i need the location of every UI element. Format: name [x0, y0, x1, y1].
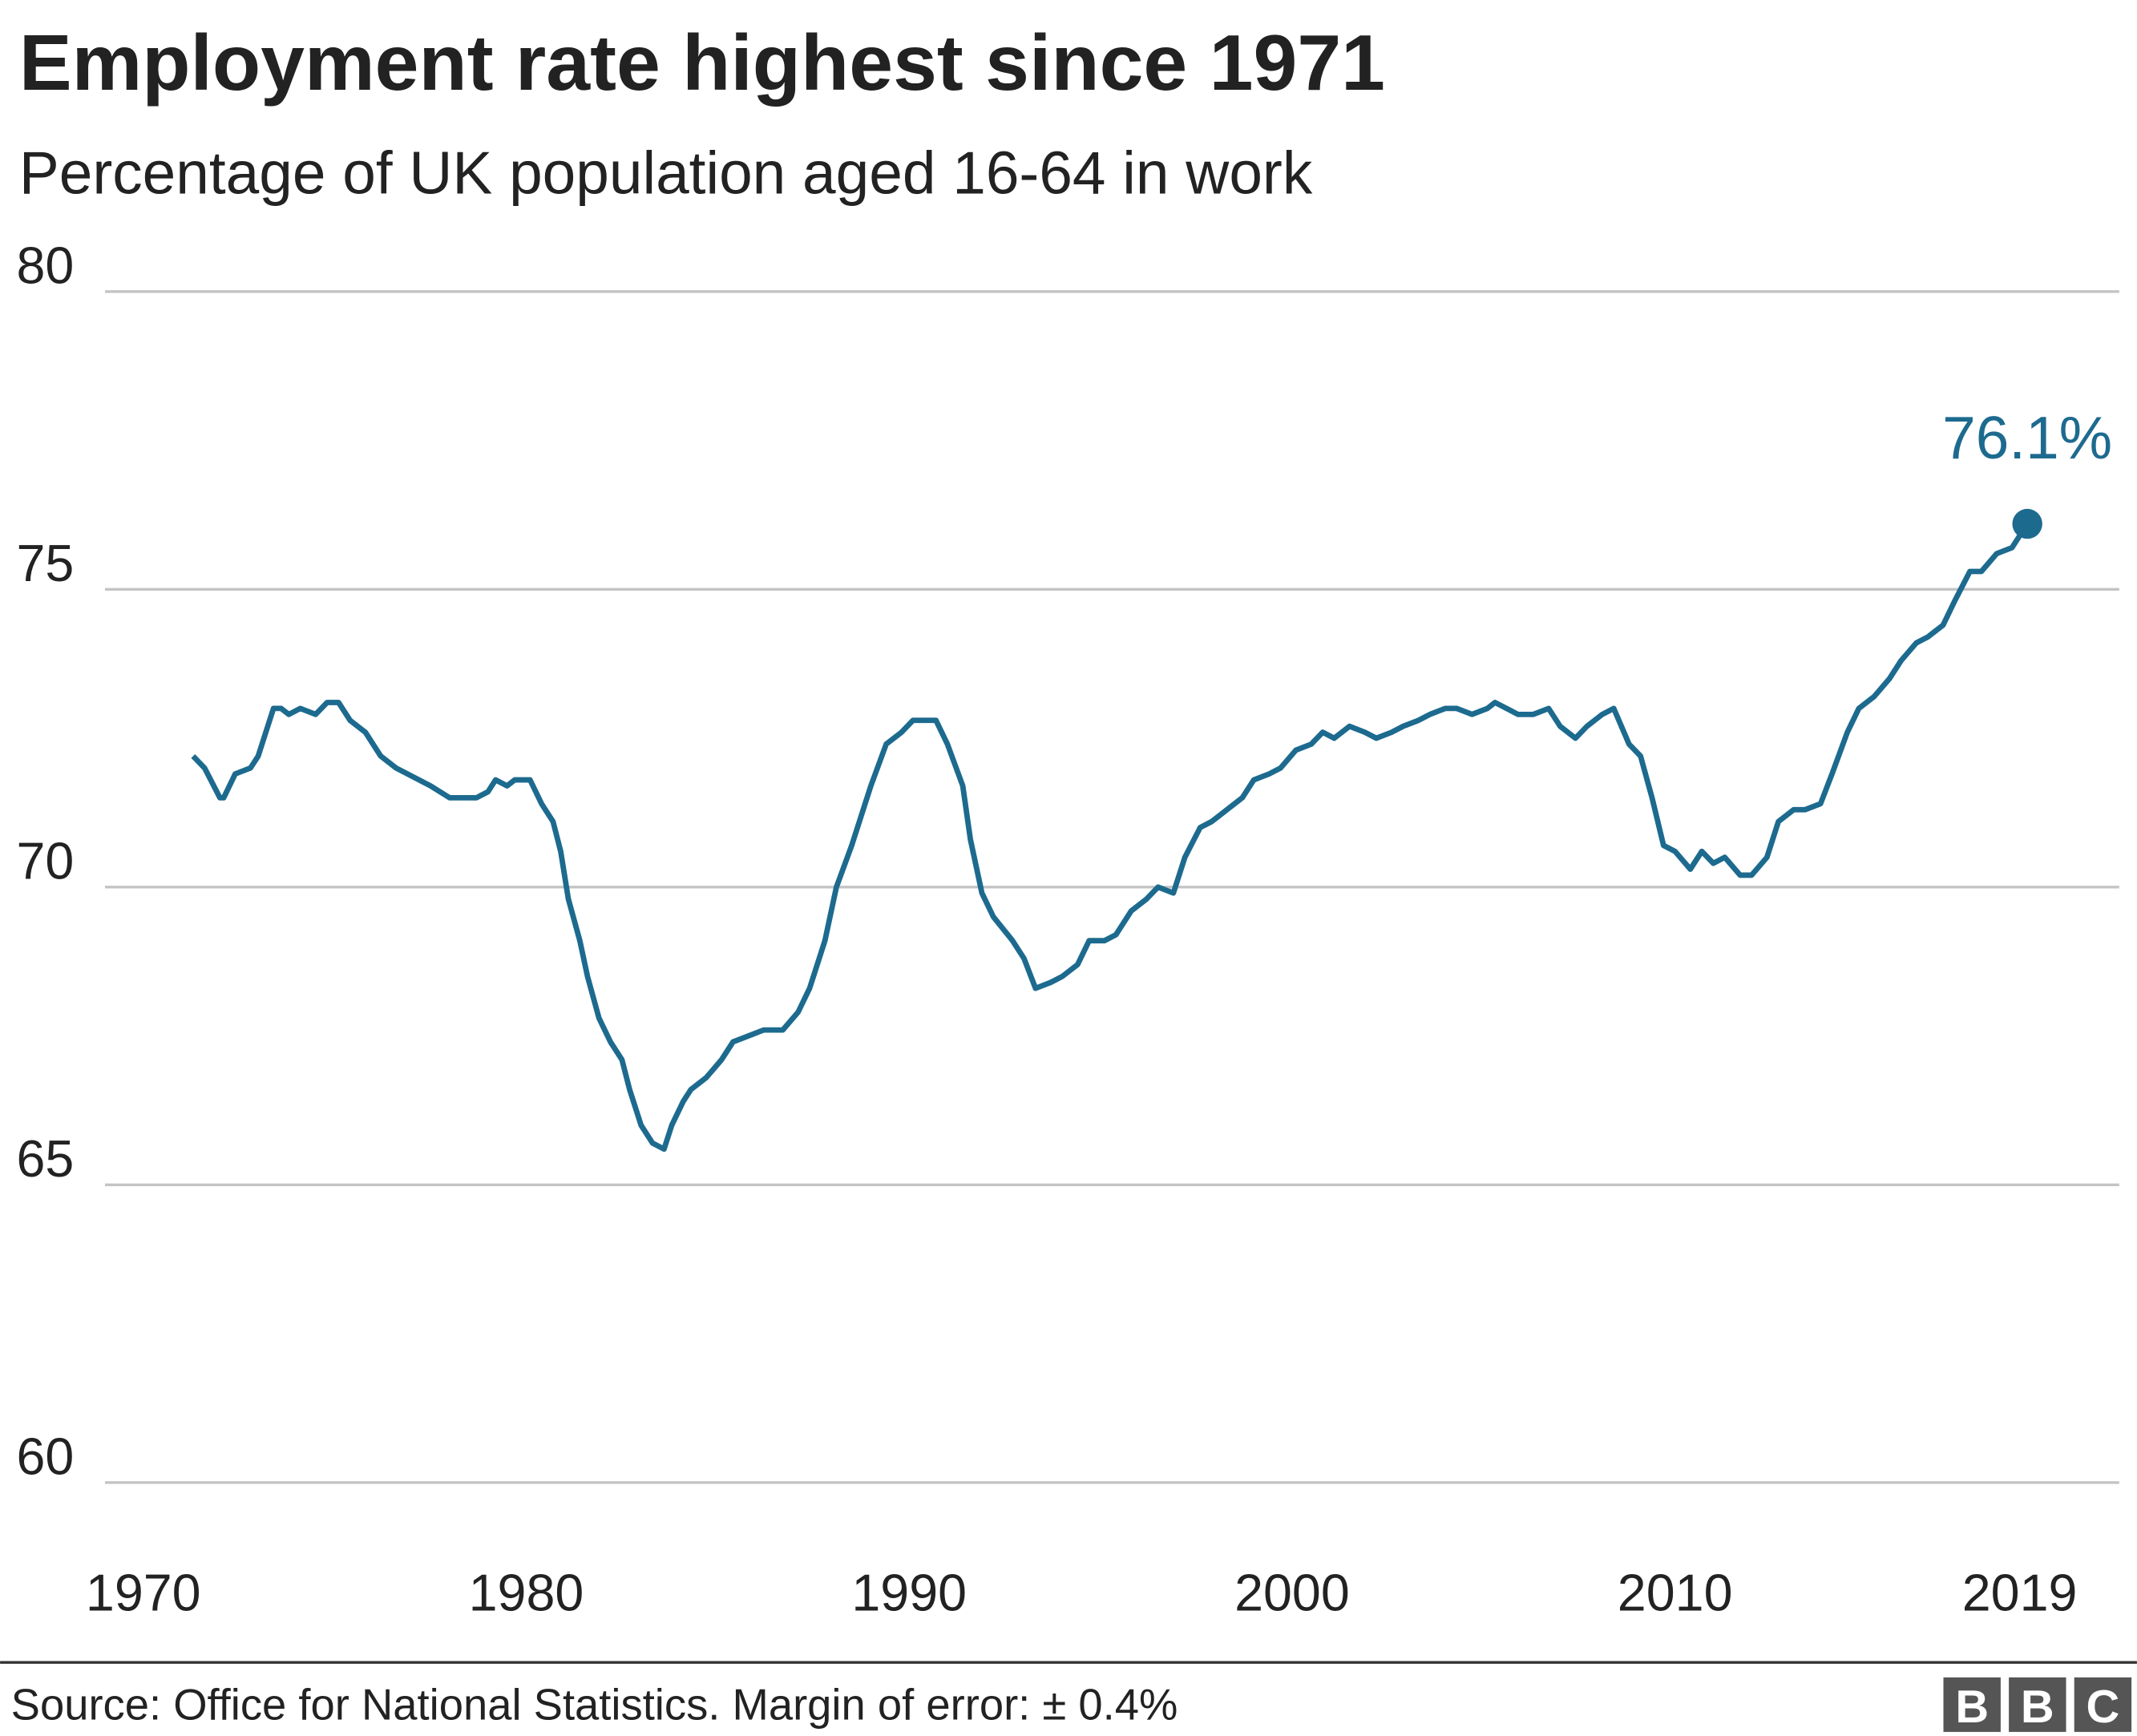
chart-subtitle: Percentage of UK population aged 16-64 i… — [19, 139, 1313, 206]
x-tick-label: 2000 — [1234, 1564, 1350, 1622]
data-line — [191, 522, 2030, 1153]
y-tick-label: 65 — [16, 1130, 74, 1188]
y-tick-label: 60 — [16, 1428, 74, 1486]
x-tick-label: 1980 — [469, 1564, 584, 1622]
logo-letter: B — [2021, 1681, 2054, 1733]
x-tick-label: 2019 — [1962, 1564, 2078, 1622]
logo-box — [2009, 1677, 2066, 1732]
logo-letter: C — [2087, 1681, 2120, 1733]
x-tick-label: 2010 — [1618, 1564, 1733, 1622]
y-tick-label: 80 — [16, 237, 74, 295]
source-note: Source: Office for National Statistics. … — [11, 1681, 1178, 1730]
x-tick-label: 1990 — [851, 1564, 967, 1622]
end-label: 76.1% — [1942, 404, 2112, 471]
y-tick-label: 75 — [16, 535, 74, 592]
x-tick-label: 1970 — [86, 1564, 201, 1622]
chart-title: Employment rate highest since 1971 — [19, 18, 1385, 107]
end-point — [2012, 508, 2042, 539]
logo-letter: B — [1955, 1681, 1989, 1733]
y-tick-label: 70 — [16, 833, 74, 890]
logo-box — [2074, 1677, 2132, 1732]
logo-box — [1943, 1677, 2001, 1732]
